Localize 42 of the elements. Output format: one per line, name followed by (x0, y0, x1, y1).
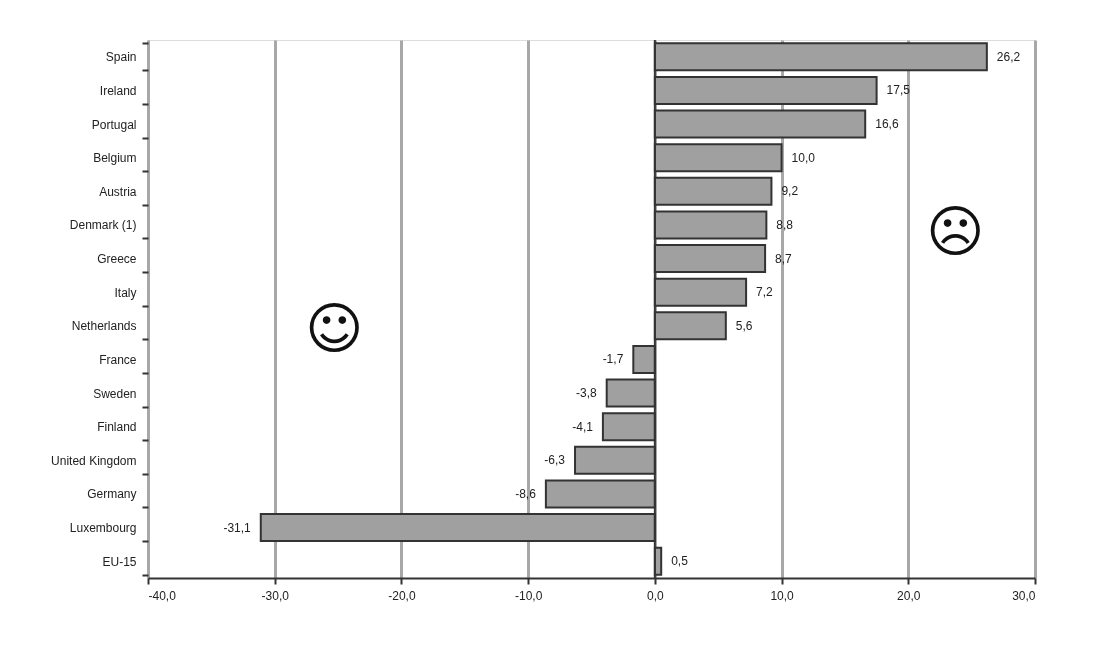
data-label: 7,2 (756, 285, 774, 300)
data-label: 0,5 (671, 554, 689, 569)
data-label: -1,7 (602, 352, 624, 367)
y-tick-label: United Kingdom (51, 453, 137, 468)
y-tick-label: Finland (97, 420, 137, 435)
data-label: -3,8 (576, 386, 598, 401)
y-tick-label: Portugal (91, 117, 137, 132)
x-tick-label: -10,0 (514, 588, 543, 603)
data-label: 5,6 (735, 318, 753, 333)
y-tick-label: EU-15 (102, 554, 137, 569)
y-tick-label: Germany (87, 487, 137, 502)
x-tick-label: -40,0 (148, 588, 177, 603)
x-tick-label: 0,0 (647, 588, 665, 603)
data-label: -6,3 (544, 453, 566, 468)
data-label: 26,2 (996, 49, 1021, 64)
y-tick-label: Netherlands (71, 319, 137, 334)
y-tick-label: Italy (114, 285, 137, 300)
x-tick-label: 10,0 (770, 588, 795, 603)
data-label: 8,7 (775, 251, 793, 266)
data-label: 10,0 (791, 150, 816, 165)
y-tick-label: France (99, 352, 137, 367)
y-tick-label: Austria (99, 184, 137, 199)
y-tick-label: Denmark (1) (69, 218, 137, 233)
data-label: 17,5 (886, 83, 911, 98)
y-tick-label: Luxembourg (69, 521, 137, 536)
y-tick-label: Spain (105, 50, 137, 65)
x-tick-label: -20,0 (388, 588, 416, 603)
data-label: -8,6 (515, 486, 537, 501)
data-label: 16,6 (875, 117, 899, 132)
data-label: 9,2 (781, 184, 799, 199)
x-tick-label: 30,0 (1012, 588, 1036, 603)
annotation: ☺ (305, 295, 364, 361)
y-tick-label: Sweden (93, 386, 137, 401)
data-label: 8,8 (776, 217, 794, 232)
data-label: -31,1 (223, 520, 252, 535)
y-tick-label: Belgium (93, 151, 137, 166)
data-label: -4,1 (572, 419, 594, 434)
x-tick-label: 20,0 (897, 588, 921, 603)
y-tick-label: Ireland (99, 83, 137, 98)
annotation: ☹ (925, 198, 985, 264)
y-tick-label: Greece (97, 252, 137, 267)
x-tick-label: -30,0 (261, 588, 290, 603)
